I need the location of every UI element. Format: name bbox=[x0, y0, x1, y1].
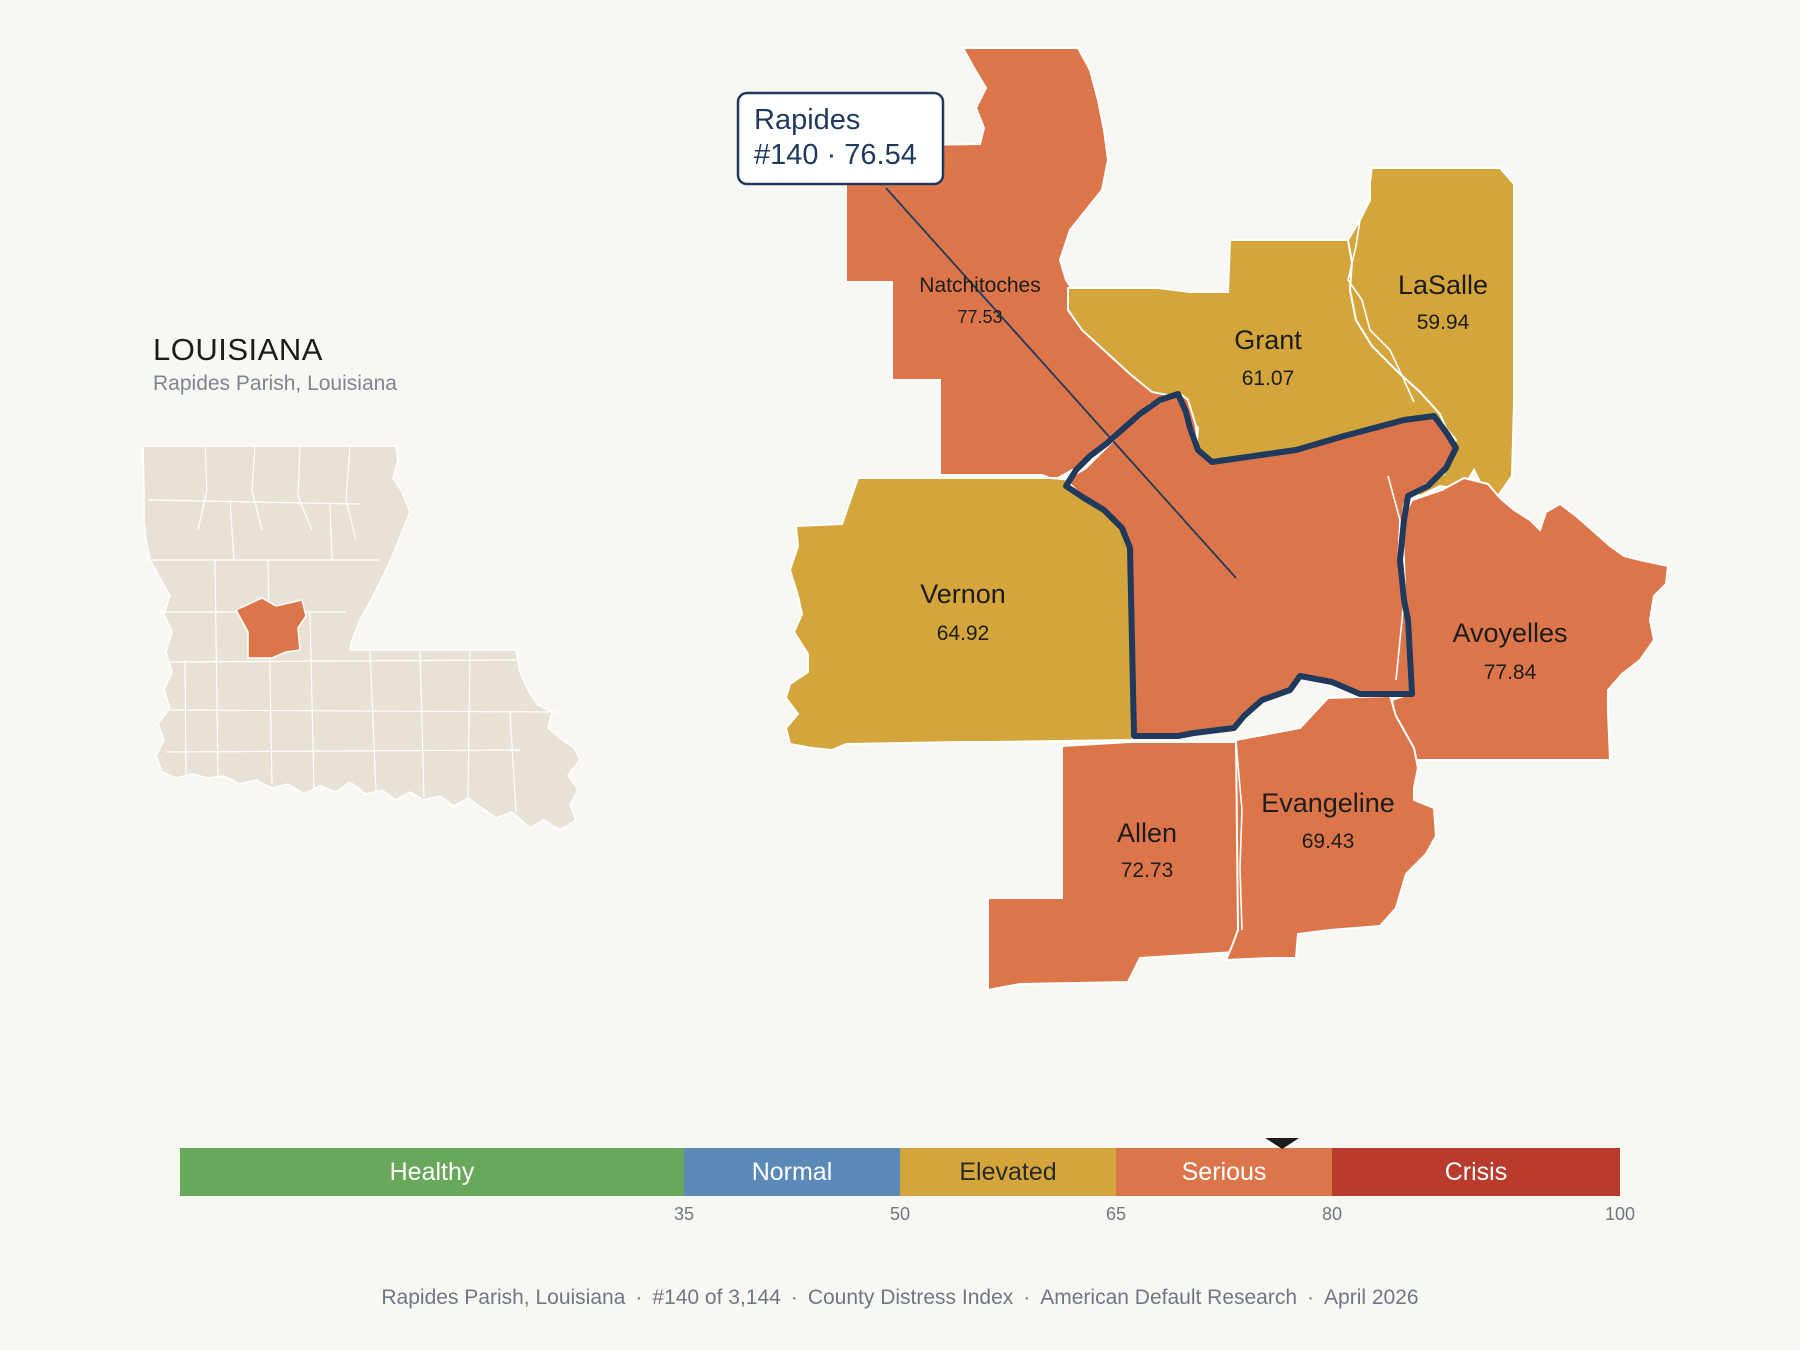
legend-segment-crisis bbox=[1332, 1148, 1620, 1196]
footer-source: American Default Research bbox=[1040, 1286, 1298, 1309]
legend-label-serious: Serious bbox=[1182, 1158, 1267, 1186]
parish-allen-shape[interactable] bbox=[987, 741, 1241, 992]
parish-label-lasalle: LaSalle bbox=[1398, 270, 1488, 300]
parish-map bbox=[784, 47, 1670, 992]
legend-segment-healthy bbox=[180, 1148, 684, 1196]
inset-rapides-highlight bbox=[234, 597, 307, 659]
callout-leader-line bbox=[885, 187, 1237, 579]
legend-tick-label: 100 bbox=[1605, 1204, 1635, 1224]
parish-labels: Natchitoches 77.53 Grant 61.07 LaSalle 5… bbox=[919, 270, 1567, 882]
louisiana-outline bbox=[142, 445, 581, 831]
callout-rank-score: #140 · 76.54 bbox=[754, 139, 917, 171]
parish-value-evangeline: 69.43 bbox=[1302, 830, 1355, 853]
footer-separator: · bbox=[1307, 1286, 1315, 1309]
footer-parish: Rapides Parish, Louisiana bbox=[381, 1286, 626, 1309]
parish-label-evangeline: Evangeline bbox=[1261, 788, 1395, 818]
parish-value-lasalle: 59.94 bbox=[1417, 311, 1470, 334]
state-subtitle: Rapides Parish, Louisiana bbox=[153, 372, 397, 395]
parish-vernon-shape[interactable] bbox=[784, 477, 1134, 752]
parish-label-allen: Allen bbox=[1117, 818, 1177, 848]
legend-segment-elevated bbox=[900, 1148, 1116, 1196]
footer-date: April 2026 bbox=[1324, 1286, 1419, 1309]
legend-segment-normal bbox=[684, 1148, 900, 1196]
legend-label-crisis: Crisis bbox=[1445, 1158, 1508, 1186]
legend-label-healthy: Healthy bbox=[390, 1158, 475, 1186]
legend-score-marker bbox=[1265, 1138, 1300, 1149]
legend-label-normal: Normal bbox=[752, 1158, 833, 1186]
parish-value-natchitoches: 77.53 bbox=[957, 307, 1002, 327]
louisiana-inset-map bbox=[142, 445, 581, 831]
parish-evangeline-shape[interactable] bbox=[1224, 694, 1438, 962]
legend-segment-serious bbox=[1116, 1148, 1332, 1196]
distress-scale-legend: Healthy Normal Elevated Serious Crisis 35 50 65… bbox=[180, 1138, 1635, 1224]
footer-separator: · bbox=[1023, 1286, 1031, 1309]
legend-tick-label: 50 bbox=[890, 1204, 910, 1224]
legend-label-elevated: Elevated bbox=[959, 1158, 1056, 1186]
rapides-callout: Rapides #140 · 76.54 bbox=[736, 91, 945, 186]
parish-value-grant: 61.07 bbox=[1242, 367, 1295, 390]
parish-label-avoyelles: Avoyelles bbox=[1452, 618, 1567, 648]
parish-label-vernon: Vernon bbox=[920, 579, 1006, 609]
callout-box bbox=[736, 91, 945, 186]
footer-separator: · bbox=[790, 1286, 798, 1309]
legend-tick-label: 65 bbox=[1106, 1204, 1126, 1224]
footer-rank: #140 of 3,144 bbox=[652, 1286, 781, 1309]
parish-value-allen: 72.73 bbox=[1121, 859, 1174, 882]
state-title: LOUISIANA bbox=[153, 332, 323, 367]
parish-label-grant: Grant bbox=[1234, 325, 1302, 355]
rapides-highlight-outline bbox=[1063, 391, 1459, 739]
footer-separator: · bbox=[635, 1286, 643, 1309]
legend-tick-label: 35 bbox=[674, 1204, 694, 1224]
footer: Rapides Parish, Louisiana · #140 of 3,144 ·… bbox=[0, 1286, 1800, 1310]
legend-tick-label: 80 bbox=[1322, 1204, 1342, 1224]
parish-value-vernon: 64.92 bbox=[937, 622, 990, 645]
footer-index-name: County Distress Index bbox=[807, 1286, 1014, 1309]
parish-value-avoyelles: 77.84 bbox=[1484, 661, 1537, 684]
callout-parish-name: Rapides bbox=[754, 104, 860, 136]
parish-label-natchitoches: Natchitoches bbox=[919, 274, 1040, 297]
